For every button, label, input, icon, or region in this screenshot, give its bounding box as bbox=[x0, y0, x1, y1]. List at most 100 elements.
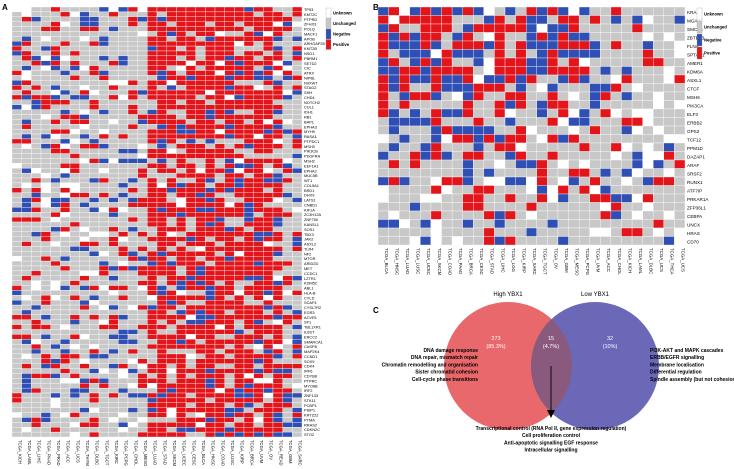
heatmap-cell bbox=[21, 290, 32, 296]
heatmap-cell bbox=[50, 343, 61, 350]
heatmap-cell bbox=[224, 304, 235, 311]
heatmap-cell bbox=[69, 348, 80, 355]
heatmap-cell bbox=[108, 275, 119, 281]
heatmap-cell bbox=[50, 324, 61, 330]
heatmap-cell bbox=[127, 251, 138, 257]
heatmap-cell bbox=[176, 363, 187, 369]
heatmap-cell bbox=[79, 75, 90, 81]
heatmap-cell bbox=[547, 151, 559, 161]
heatmap-cell bbox=[176, 138, 187, 144]
heatmap-cell bbox=[40, 41, 51, 47]
heatmap-cell bbox=[292, 143, 303, 149]
heatmap-cell bbox=[31, 197, 42, 203]
heatmap-cell bbox=[234, 124, 245, 130]
heatmap-cell bbox=[118, 280, 129, 286]
heatmap-cell bbox=[272, 6, 283, 13]
heatmap-cell bbox=[79, 104, 90, 110]
heatmap-cell bbox=[462, 227, 474, 237]
heatmap-cell bbox=[60, 36, 71, 42]
gene-label: ATF7IP bbox=[687, 188, 702, 193]
heatmap-cell bbox=[79, 41, 90, 47]
heatmap-cell bbox=[147, 138, 158, 144]
heatmap-cell bbox=[108, 55, 119, 61]
heatmap-cell bbox=[127, 94, 138, 101]
heatmap-cell bbox=[118, 251, 129, 257]
heatmap-cell bbox=[79, 226, 90, 232]
heatmap-cell bbox=[50, 363, 61, 369]
heatmap-cell bbox=[205, 45, 216, 52]
heatmap-cell bbox=[253, 431, 264, 438]
heatmap-cell bbox=[653, 210, 665, 220]
heatmap-cell bbox=[156, 265, 167, 272]
legend-label-positive: Positive bbox=[333, 42, 350, 47]
heatmap-cell bbox=[79, 192, 90, 198]
cancer-label: TCGA_UCS bbox=[75, 440, 80, 463]
heatmap-cell bbox=[79, 21, 90, 27]
heatmap-cell bbox=[610, 125, 622, 135]
heatmap-cell bbox=[79, 36, 90, 42]
heatmap-cell bbox=[243, 55, 254, 61]
heatmap-cell bbox=[108, 172, 119, 179]
heatmap-cell bbox=[224, 275, 235, 281]
heatmap-cell bbox=[89, 260, 100, 267]
heatmap-cell bbox=[205, 348, 216, 355]
heatmap-cell bbox=[118, 275, 129, 281]
heatmap-cell bbox=[214, 304, 225, 311]
heatmap-cell bbox=[31, 265, 42, 272]
heatmap-cell bbox=[156, 212, 167, 218]
heatmap-cell bbox=[224, 373, 235, 379]
heatmap-cell bbox=[292, 124, 303, 130]
heatmap-cell bbox=[451, 66, 463, 76]
heatmap-cell bbox=[50, 99, 61, 105]
heatmap-cell bbox=[69, 16, 80, 22]
heatmap-cell bbox=[292, 60, 303, 66]
heatmap-cell bbox=[127, 226, 138, 232]
heatmap-cell bbox=[504, 219, 516, 229]
heatmap-cell bbox=[21, 343, 32, 350]
heatmap-cell bbox=[547, 176, 559, 186]
heatmap-cell bbox=[526, 219, 537, 229]
heatmap-cell bbox=[137, 270, 148, 276]
heatmap-cell bbox=[118, 31, 129, 37]
heatmap-cell bbox=[292, 80, 303, 86]
heatmap-cell bbox=[127, 392, 138, 399]
gene-label: DAZAP1 bbox=[687, 154, 705, 159]
heatmap-cell bbox=[79, 231, 90, 237]
heatmap-cell bbox=[504, 227, 516, 237]
heatmap-cell bbox=[69, 358, 80, 364]
heatmap-cell bbox=[185, 275, 196, 281]
heatmap-cell bbox=[31, 260, 42, 267]
heatmap-cell bbox=[642, 49, 654, 59]
heatmap-cell bbox=[79, 270, 90, 276]
heatmap-cell bbox=[108, 304, 119, 311]
heatmap-cell bbox=[31, 304, 42, 311]
heatmap-cell bbox=[50, 104, 61, 110]
heatmap-cell bbox=[234, 236, 245, 242]
heatmap-cell bbox=[89, 378, 100, 384]
heatmap-cell bbox=[31, 236, 42, 242]
heatmap-cell bbox=[674, 151, 686, 161]
heatmap-cell bbox=[127, 378, 138, 384]
heatmap-cell bbox=[224, 172, 235, 179]
legend-label-unchanged: Unchanged bbox=[333, 21, 356, 26]
heatmap-cell bbox=[60, 85, 71, 91]
heatmap-cell bbox=[118, 21, 129, 27]
heatmap-cell bbox=[118, 187, 129, 193]
heatmap-cell bbox=[224, 104, 235, 110]
heatmap-cell bbox=[89, 329, 100, 335]
heatmap-cell bbox=[663, 236, 675, 246]
heatmap-cell bbox=[156, 207, 167, 213]
heatmap-cell bbox=[473, 66, 485, 76]
heatmap-cell bbox=[185, 202, 196, 208]
heatmap-cell bbox=[60, 202, 71, 208]
heatmap-cell bbox=[292, 70, 303, 76]
heatmap-cell bbox=[515, 74, 527, 84]
heatmap-cell bbox=[166, 275, 177, 281]
heatmap-cell bbox=[156, 304, 167, 311]
heatmap-cell bbox=[21, 339, 32, 345]
heatmap-cell bbox=[663, 125, 675, 135]
heatmap-cell bbox=[50, 41, 61, 47]
heatmap-cell bbox=[176, 412, 187, 418]
heatmap-cell bbox=[494, 74, 506, 84]
heatmap-cell bbox=[40, 392, 51, 399]
